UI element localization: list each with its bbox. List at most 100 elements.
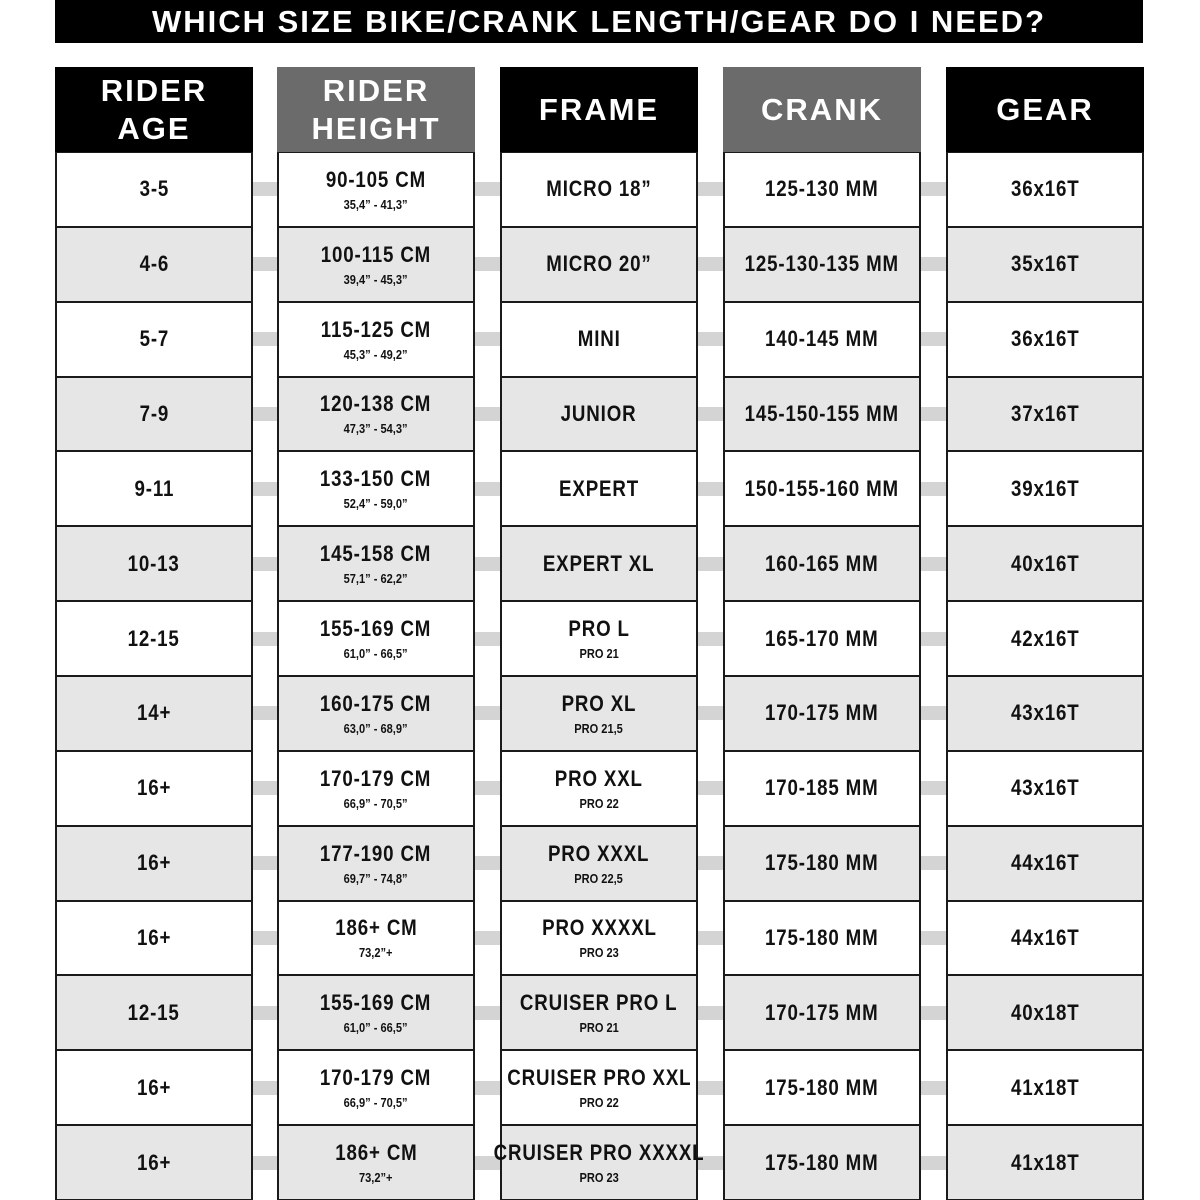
table-cell: 125-130-135 MM [723,226,921,302]
connector [475,556,500,571]
cell-text: 37x16T [1010,400,1080,426]
table-cell: 175-180 MM [723,825,921,901]
connector [698,257,723,272]
table-cell: PRO XL PRO 21,5 [500,676,698,751]
cell-text: EXPERT XL [543,550,655,576]
cell-subtext: PRO 22 [579,795,619,811]
header-line: RIDER [322,72,430,108]
cell-text: 155-169 CM [320,616,432,642]
cell-subtext: 52,4” - 59,0” [344,496,408,512]
table-cell: 186+ CM 73,2”+ [277,1125,475,1200]
table-cell: CRUISER PRO L PRO 21 [500,975,698,1051]
cell-text: PRO XXXXL [541,915,657,941]
connector [698,182,723,197]
connector [253,931,277,945]
table-cell: JUNIOR [500,376,698,452]
connector [475,257,500,272]
connector [253,631,277,646]
connector [921,332,946,347]
table-cell: 120-138 CM 47,3” - 54,3” [277,376,475,452]
column-header: RIDER HEIGHT [277,67,475,152]
table-cell: 150-155-160 MM [723,451,921,527]
connector [698,781,723,796]
connector [475,1155,500,1170]
connector [253,781,277,796]
cell-text: 12-15 [127,999,181,1025]
header-line: FRAME [538,91,660,127]
header-line: GEAR [996,91,1094,127]
cell-text: PRO XXL [554,765,644,791]
table-cell: 16+ [55,1125,253,1200]
cell-text: 186+ CM [334,1140,418,1166]
connector [921,706,946,721]
cell-subtext: 61,0” - 66,5” [344,1020,408,1036]
cell-subtext: PRO 22,5 [574,870,624,886]
table-cell: PRO XXXL PRO 22,5 [500,825,698,901]
connector [921,182,946,197]
cell-subtext: PRO 23 [579,945,619,961]
connector [253,1080,277,1095]
connector [921,1080,946,1095]
connector [921,631,946,646]
table-cell: 155-169 CM 61,0” - 66,5” [277,601,475,676]
connector [475,706,500,721]
cell-text: 175-180 MM [765,1074,879,1100]
connector [253,706,277,721]
table-cell: 125-130 MM [723,152,921,227]
connector [253,257,277,272]
column-header: RIDER AGE [55,67,253,152]
connector [253,1155,277,1170]
cell-text: 170-175 MM [765,700,879,726]
column-header: CRANK [723,67,921,152]
cell-text: 43x16T [1010,775,1080,801]
connector [475,182,500,197]
cell-text: 3-5 [139,176,169,202]
connector [475,481,500,496]
cell-text: 44x16T [1010,850,1080,876]
table-cell: 12-15 [55,975,253,1051]
cell-text: 43x16T [1010,700,1080,726]
connector [921,781,946,796]
table-cell: 7-9 [55,376,253,452]
table-cell: 14+ [55,676,253,751]
cell-text: 16+ [136,1149,172,1175]
column-header: GEAR [946,67,1144,152]
cell-text: 145-150-155 MM [744,400,900,426]
connector [475,931,500,945]
cell-text: 170-175 MM [765,999,879,1025]
cell-text: 5-7 [139,326,169,352]
connector [253,556,277,571]
table-cell: 5-7 [55,301,253,377]
connector [475,781,500,796]
table-cell: 10-13 [55,526,253,602]
table-cell: 170-179 CM 66,9” - 70,5” [277,1050,475,1126]
connector [698,706,723,721]
cell-subtext: PRO 23 [579,1170,619,1186]
cell-text: EXPERT [559,475,639,501]
connector [698,856,723,871]
header-line: CRANK [761,91,883,127]
table-cell: 43x16T [946,750,1144,826]
cell-text: 9-11 [134,475,174,501]
connector [475,1080,500,1095]
connector [253,1005,277,1020]
cell-text: CRUISER PRO L [520,990,678,1016]
table-cell: 36x16T [946,152,1144,227]
cell-subtext: 61,0” - 66,5” [344,646,408,662]
table-cell: 41x18T [946,1125,1144,1200]
table-cell: 40x18T [946,975,1144,1051]
table-cell: 175-180 MM [723,1050,921,1126]
connector [921,1155,946,1170]
table-cell: 36x16T [946,301,1144,377]
table-cell: 160-175 CM 63,0” - 68,9” [277,676,475,751]
cell-text: 16+ [136,775,172,801]
connector [253,332,277,347]
cell-text: 42x16T [1010,625,1080,651]
table-cell: MICRO 18” [500,152,698,227]
table-cell: 16+ [55,1050,253,1126]
connector [475,631,500,646]
connector [921,481,946,496]
table-cell: 186+ CM 73,2”+ [277,900,475,976]
cell-text: 12-15 [127,625,181,651]
connector [475,332,500,347]
